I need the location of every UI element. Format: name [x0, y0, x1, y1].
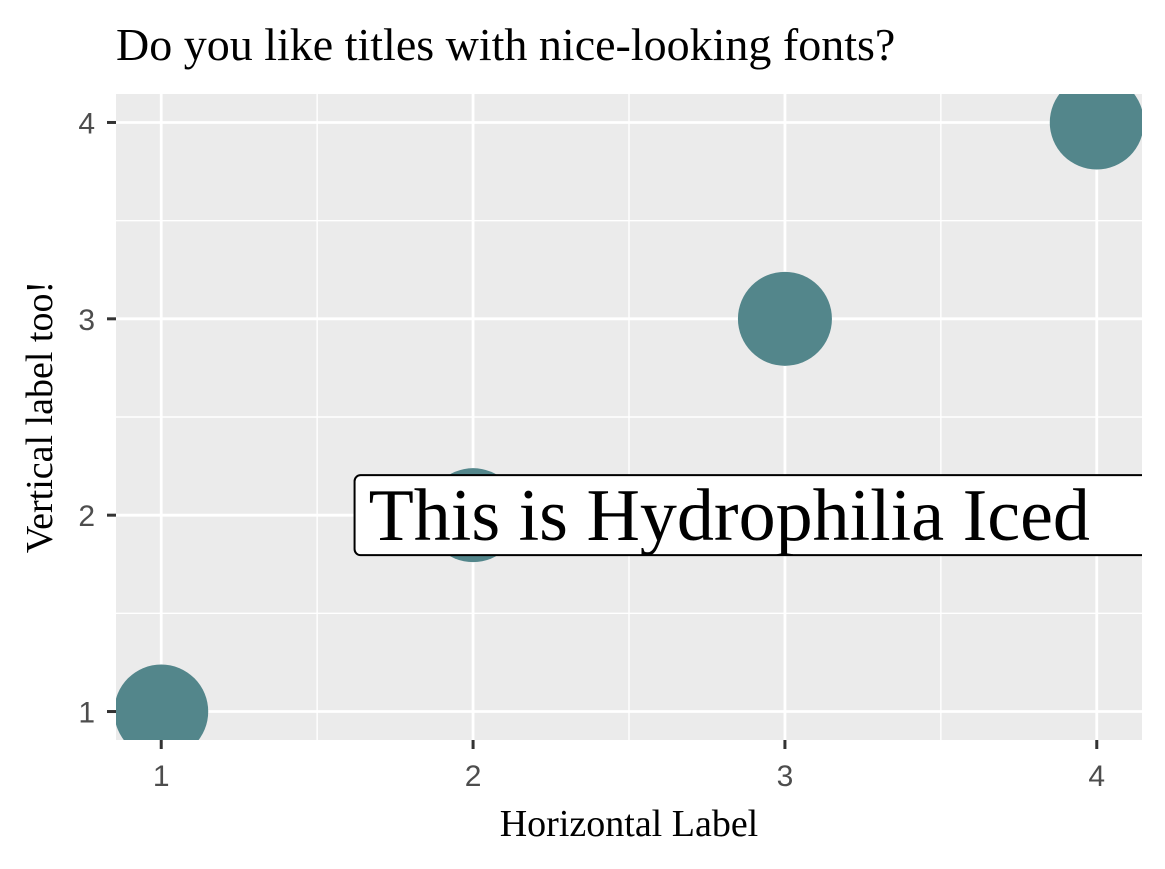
- data-point: [116, 664, 209, 740]
- x-tick-label: 4: [1088, 760, 1105, 793]
- y-tick-label: 4: [78, 107, 95, 140]
- data-point: [737, 271, 832, 366]
- y-axis-title: Vertical label too!: [19, 281, 61, 553]
- annotation-label: This is Hydrophilia Iced: [353, 474, 1142, 557]
- x-tick-label: 2: [465, 760, 482, 793]
- x-axis-ticks: 1 2 3 4: [153, 740, 1105, 793]
- x-axis-title: Horizontal Label: [500, 803, 759, 845]
- x-tick-label: 3: [777, 760, 794, 793]
- annotation-text: This is Hydrophilia Iced: [369, 475, 1090, 557]
- y-tick-label: 2: [78, 500, 95, 533]
- y-tick-label: 3: [78, 304, 95, 337]
- x-tick-label: 1: [153, 760, 170, 793]
- grid-lines: [116, 94, 1142, 740]
- annotation-box: [353, 474, 1142, 557]
- y-tick-label: 1: [78, 697, 95, 730]
- y-axis-ticks: 1 2 3 4: [78, 107, 116, 730]
- data-point: [1049, 94, 1142, 170]
- chart-title: Do you like titles with nice-looking fon…: [116, 19, 895, 70]
